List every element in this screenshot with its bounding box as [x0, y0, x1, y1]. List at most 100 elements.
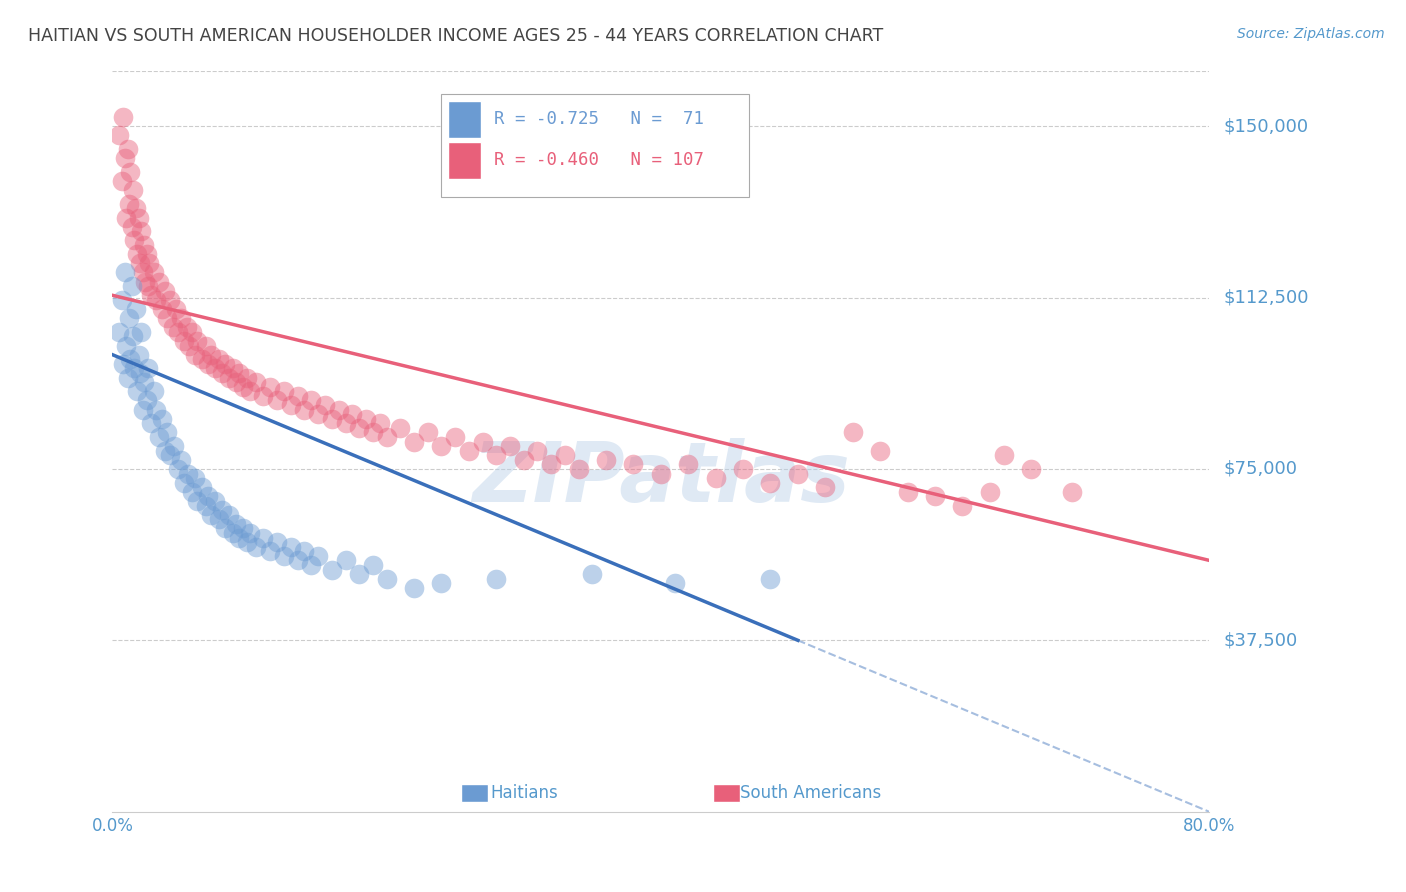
Point [540, 458, 562, 472]
FancyBboxPatch shape [449, 142, 481, 178]
Point [1062, 484, 1084, 499]
Point [280, 540, 302, 554]
Point [236, 535, 259, 549]
Point [163, 439, 186, 453]
Point [153, 443, 176, 458]
Point [328, 402, 350, 417]
Point [186, 494, 208, 508]
Point [214, 521, 236, 535]
Point [176, 320, 198, 334]
Point [554, 448, 576, 462]
Point [159, 293, 181, 307]
Point [266, 393, 288, 408]
Point [108, 128, 131, 143]
Point [129, 366, 152, 380]
Point [190, 352, 212, 367]
Point [131, 265, 153, 279]
Point [245, 540, 267, 554]
Point [458, 443, 481, 458]
Point [430, 576, 453, 591]
Point [129, 224, 152, 238]
Point [222, 361, 245, 376]
Point [148, 430, 170, 444]
Point [404, 434, 426, 449]
Point [307, 407, 329, 421]
Text: Haitians: Haitians [491, 784, 558, 802]
Text: R = -0.460   N = 107: R = -0.460 N = 107 [494, 152, 704, 169]
Point [165, 301, 187, 316]
Point [120, 352, 142, 367]
Point [179, 338, 201, 352]
Point [228, 366, 250, 380]
Point [342, 407, 364, 421]
Point [664, 576, 686, 591]
Point [294, 544, 316, 558]
Point [349, 567, 371, 582]
Point [321, 411, 343, 425]
Point [156, 425, 179, 440]
Point [118, 311, 141, 326]
Point [200, 348, 222, 362]
Point [416, 425, 439, 440]
Point [127, 247, 149, 261]
Point [218, 370, 240, 384]
FancyBboxPatch shape [461, 784, 488, 802]
Point [124, 361, 146, 376]
Point [299, 393, 322, 408]
Point [159, 448, 181, 462]
Point [112, 357, 135, 371]
Point [108, 325, 131, 339]
Point [733, 462, 755, 476]
Point [218, 508, 240, 522]
Point [135, 393, 157, 408]
Point [222, 525, 245, 540]
Point [208, 352, 231, 367]
Point [139, 288, 162, 302]
Point [122, 329, 145, 343]
Point [236, 370, 259, 384]
Point [128, 348, 150, 362]
Point [621, 458, 644, 472]
Point [134, 275, 156, 289]
Point [200, 508, 222, 522]
Point [139, 417, 162, 431]
Text: $75,000: $75,000 [1223, 460, 1298, 478]
Point [170, 452, 193, 467]
Point [121, 219, 143, 234]
Point [156, 311, 179, 326]
Point [183, 348, 207, 362]
Point [183, 471, 207, 485]
Point [115, 338, 138, 352]
Point [225, 375, 247, 389]
Point [259, 380, 281, 394]
Point [125, 202, 148, 216]
Point [361, 558, 384, 572]
Point [125, 301, 148, 316]
Text: Source: ZipAtlas.com: Source: ZipAtlas.com [1237, 27, 1385, 41]
Point [167, 462, 190, 476]
Point [232, 380, 254, 394]
Point [177, 467, 200, 481]
Point [138, 256, 160, 270]
Point [190, 480, 212, 494]
Point [361, 425, 384, 440]
Point [321, 562, 343, 576]
Point [117, 142, 139, 156]
Point [122, 183, 145, 197]
Point [354, 411, 377, 425]
Point [211, 366, 233, 380]
Point [204, 494, 226, 508]
Point [181, 484, 204, 499]
Point [129, 256, 152, 270]
Point [132, 375, 155, 389]
Point [150, 301, 173, 316]
Point [273, 384, 295, 399]
Point [145, 402, 167, 417]
Point [787, 467, 810, 481]
Point [704, 471, 727, 485]
Text: HAITIAN VS SOUTH AMERICAN HOUSEHOLDER INCOME AGES 25 - 44 YEARS CORRELATION CHAR: HAITIAN VS SOUTH AMERICAN HOUSEHOLDER IN… [28, 27, 883, 45]
Point [678, 458, 700, 472]
Point [208, 512, 231, 526]
Point [924, 489, 946, 503]
Point [814, 480, 837, 494]
